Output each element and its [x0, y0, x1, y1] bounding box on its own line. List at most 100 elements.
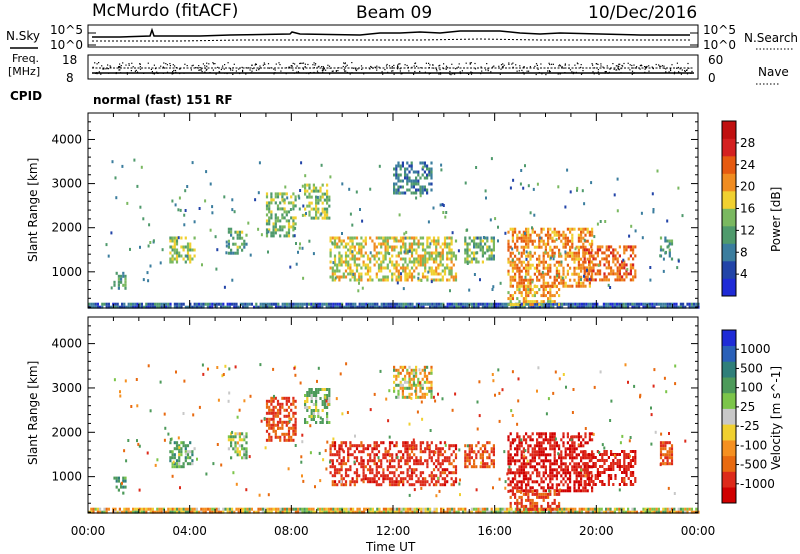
- nave-point: [263, 62, 265, 64]
- nave-point: [186, 65, 188, 67]
- echo-cell: [355, 471, 359, 475]
- echo-cell: [492, 444, 495, 448]
- echo-cell: [99, 510, 102, 514]
- echo-cell: [353, 236, 356, 240]
- echo-cell: [642, 305, 645, 309]
- echo-cell: [317, 201, 320, 205]
- nave-point: [659, 65, 661, 67]
- echo-cell: [360, 251, 363, 255]
- echo-cell: [297, 302, 300, 306]
- echo-cell: [536, 480, 539, 484]
- echo-cell: [589, 302, 592, 306]
- echo-cell: [167, 302, 170, 306]
- echo-cell: [380, 269, 383, 273]
- echo-cell: [577, 257, 580, 261]
- echo-cell: [511, 477, 514, 481]
- echo-cell: [527, 227, 530, 231]
- echo-cell: [336, 245, 339, 249]
- echo-cell: [410, 368, 413, 372]
- echo-cell: [585, 278, 588, 282]
- echo-cell: [582, 236, 585, 240]
- echo-cell: [499, 281, 502, 285]
- echo-cell: [529, 465, 532, 469]
- echo-cell: [397, 474, 400, 478]
- echo-cell: [402, 269, 405, 273]
- echo-cell: [432, 236, 436, 240]
- echo-cell: [443, 245, 447, 249]
- echo-cell: [507, 450, 510, 454]
- echo-cell: [287, 426, 291, 430]
- echo-cell: [173, 245, 176, 249]
- echo-cell: [375, 465, 378, 469]
- echo-cell: [399, 167, 402, 171]
- nave-point: [575, 71, 577, 73]
- echo-cell: [397, 185, 400, 189]
- echo-cell: [356, 507, 359, 511]
- echo-cell: [677, 507, 680, 511]
- echo-cell: [424, 483, 427, 487]
- echo-cell: [395, 164, 398, 168]
- echo-cell: [281, 225, 284, 229]
- echo-cell: [360, 242, 363, 246]
- echo-cell: [538, 288, 541, 292]
- echo-cell: [186, 453, 190, 457]
- echo-cell: [283, 435, 286, 439]
- echo-cell: [353, 278, 356, 282]
- echo-cell: [577, 227, 580, 231]
- echo-cell: [580, 269, 583, 273]
- echo-cell: [161, 248, 164, 252]
- echo-cell: [569, 477, 572, 481]
- echo-cell: [391, 275, 394, 279]
- echo-cell: [438, 252, 441, 256]
- echo-cell: [662, 305, 665, 309]
- echo-cell: [279, 507, 282, 511]
- echo-cell: [265, 402, 269, 406]
- echo-cell: [549, 462, 552, 466]
- echo-cell: [209, 305, 212, 309]
- echo-cell: [547, 263, 550, 267]
- echo-cell: [514, 483, 517, 487]
- echo-cell: [432, 239, 436, 243]
- echo-cell: [531, 263, 534, 267]
- echo-cell: [446, 507, 449, 511]
- echo-cell: [520, 444, 523, 448]
- echo-cell: [358, 507, 361, 511]
- echo-cell: [373, 474, 376, 478]
- echo-cell: [275, 510, 278, 514]
- echo-cell: [509, 483, 512, 487]
- echo-cell: [245, 450, 248, 454]
- echo-cell: [236, 248, 239, 252]
- nave-point: [313, 67, 315, 69]
- freq-label-line1: Freq.: [12, 52, 39, 65]
- echo-cell: [274, 216, 277, 220]
- nave-point: [297, 67, 300, 69]
- echo-cell: [355, 266, 359, 270]
- echo-cell: [479, 447, 482, 451]
- echo-cell: [592, 257, 595, 261]
- echo-cell: [410, 377, 413, 381]
- echo-cell: [326, 394, 329, 397]
- echo-cell: [358, 242, 361, 246]
- echo-cell: [560, 275, 563, 279]
- nave-point: [511, 63, 513, 65]
- echo-cell: [140, 165, 143, 169]
- echo-cell: [428, 245, 431, 249]
- echo-cell: [171, 239, 174, 243]
- echo-cell: [351, 245, 354, 249]
- echo-cell: [355, 190, 358, 194]
- echo-cell: [279, 438, 282, 442]
- echo-cell: [488, 441, 491, 445]
- echo-cell: [430, 477, 433, 481]
- echo-cell: [594, 305, 597, 309]
- echo-cell: [419, 176, 422, 180]
- nave-point: [686, 73, 689, 75]
- echo-cell: [231, 278, 234, 282]
- echo-cell: [371, 507, 374, 511]
- echo-cell: [114, 305, 117, 309]
- echo-cell: [538, 260, 541, 264]
- nave-point: [96, 72, 98, 74]
- echo-cell: [492, 236, 495, 240]
- echo-cell: [518, 468, 521, 472]
- echo-cell: [514, 447, 517, 451]
- echo-cell: [564, 275, 567, 279]
